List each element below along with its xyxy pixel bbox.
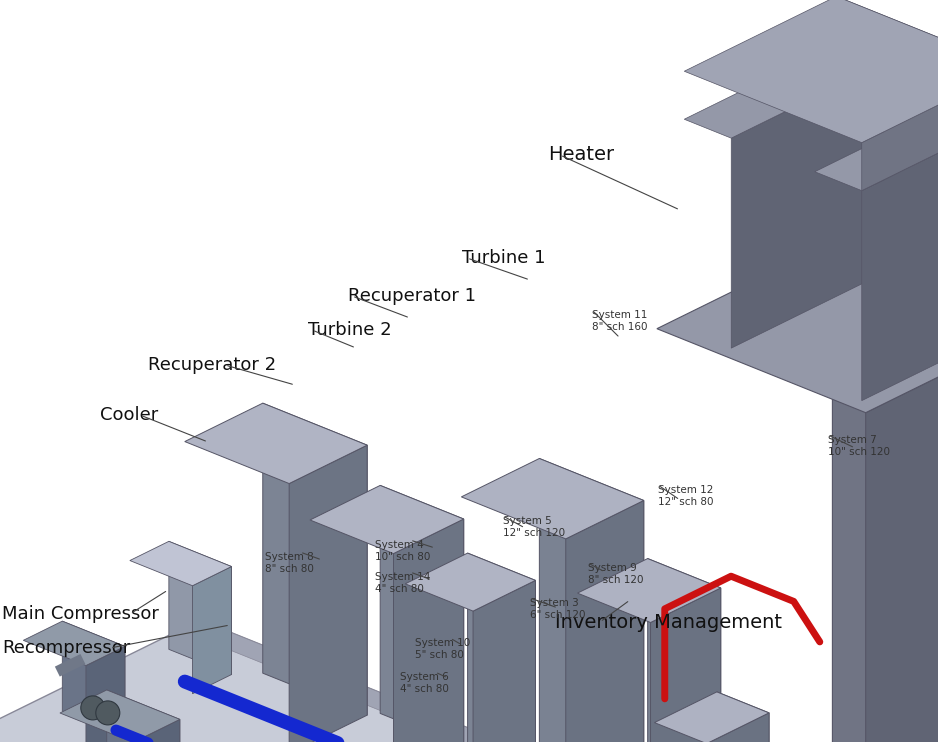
Text: Turbine 2: Turbine 2 xyxy=(308,321,392,339)
Polygon shape xyxy=(263,403,367,715)
Polygon shape xyxy=(461,459,643,539)
Polygon shape xyxy=(655,692,769,742)
Polygon shape xyxy=(862,116,938,401)
Polygon shape xyxy=(657,243,938,413)
Polygon shape xyxy=(837,0,938,116)
Polygon shape xyxy=(0,620,774,742)
Polygon shape xyxy=(60,690,180,742)
Polygon shape xyxy=(380,485,463,742)
Polygon shape xyxy=(684,0,938,142)
Polygon shape xyxy=(473,580,536,742)
Text: System 9
8" sch 120: System 9 8" sch 120 xyxy=(588,563,643,585)
Polygon shape xyxy=(192,567,232,694)
Polygon shape xyxy=(107,690,180,742)
Polygon shape xyxy=(129,542,232,585)
Polygon shape xyxy=(185,403,367,484)
Polygon shape xyxy=(862,68,938,191)
Polygon shape xyxy=(815,97,938,191)
Text: Recuperator 2: Recuperator 2 xyxy=(148,356,276,374)
Polygon shape xyxy=(717,692,769,742)
Text: System 8
8" sch 80: System 8 8" sch 80 xyxy=(265,552,314,574)
Polygon shape xyxy=(651,588,720,742)
Polygon shape xyxy=(837,45,884,273)
Text: Turbine 1: Turbine 1 xyxy=(462,249,546,267)
Polygon shape xyxy=(647,559,720,742)
Text: System 4
10" sch 80: System 4 10" sch 80 xyxy=(375,540,431,562)
Circle shape xyxy=(81,696,105,720)
Text: System 12
12" sch 80: System 12 12" sch 80 xyxy=(658,485,714,507)
Polygon shape xyxy=(468,553,536,742)
Text: Recuperator 1: Recuperator 1 xyxy=(348,287,476,305)
Polygon shape xyxy=(133,719,180,742)
Text: System 10
5" sch 80: System 10 5" sch 80 xyxy=(415,638,470,660)
Text: System 7
10" sch 120: System 7 10" sch 120 xyxy=(828,435,890,456)
Polygon shape xyxy=(405,553,536,611)
Text: System 14
4" sch 80: System 14 4" sch 80 xyxy=(375,572,431,594)
Polygon shape xyxy=(310,485,463,554)
Polygon shape xyxy=(732,63,884,348)
Text: Recompressor: Recompressor xyxy=(2,639,130,657)
Polygon shape xyxy=(289,445,367,742)
Polygon shape xyxy=(200,620,774,742)
Text: System 11
8" sch 160: System 11 8" sch 160 xyxy=(592,310,647,332)
Polygon shape xyxy=(394,519,463,742)
Polygon shape xyxy=(684,45,884,138)
Polygon shape xyxy=(539,459,643,742)
Polygon shape xyxy=(23,621,125,666)
Polygon shape xyxy=(832,243,938,742)
Polygon shape xyxy=(169,542,232,674)
Text: Cooler: Cooler xyxy=(100,406,159,424)
Text: Main Compressor: Main Compressor xyxy=(2,605,159,623)
Text: Heater: Heater xyxy=(548,145,614,165)
Polygon shape xyxy=(86,646,125,742)
Text: System 6
4" sch 80: System 6 4" sch 80 xyxy=(400,672,449,694)
Polygon shape xyxy=(578,559,720,623)
Polygon shape xyxy=(62,621,125,736)
Polygon shape xyxy=(866,326,938,742)
Text: System 5
12" sch 120: System 5 12" sch 120 xyxy=(503,516,565,538)
Text: Inventory Management: Inventory Management xyxy=(555,612,782,631)
Polygon shape xyxy=(706,713,769,742)
Polygon shape xyxy=(566,501,643,742)
Circle shape xyxy=(96,701,120,725)
Text: System 3
6" sch 120: System 3 6" sch 120 xyxy=(530,598,585,620)
